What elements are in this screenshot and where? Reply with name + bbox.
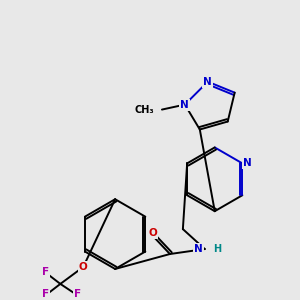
Text: N: N [203,77,212,87]
Text: H: H [213,244,221,254]
Text: F: F [74,289,81,299]
Text: N: N [194,244,203,254]
Text: O: O [79,262,88,272]
Text: N: N [243,158,252,168]
Text: N: N [181,100,189,110]
Text: F: F [42,289,49,299]
Text: F: F [42,267,49,277]
Text: O: O [148,228,158,238]
Text: CH₃: CH₃ [134,105,154,115]
